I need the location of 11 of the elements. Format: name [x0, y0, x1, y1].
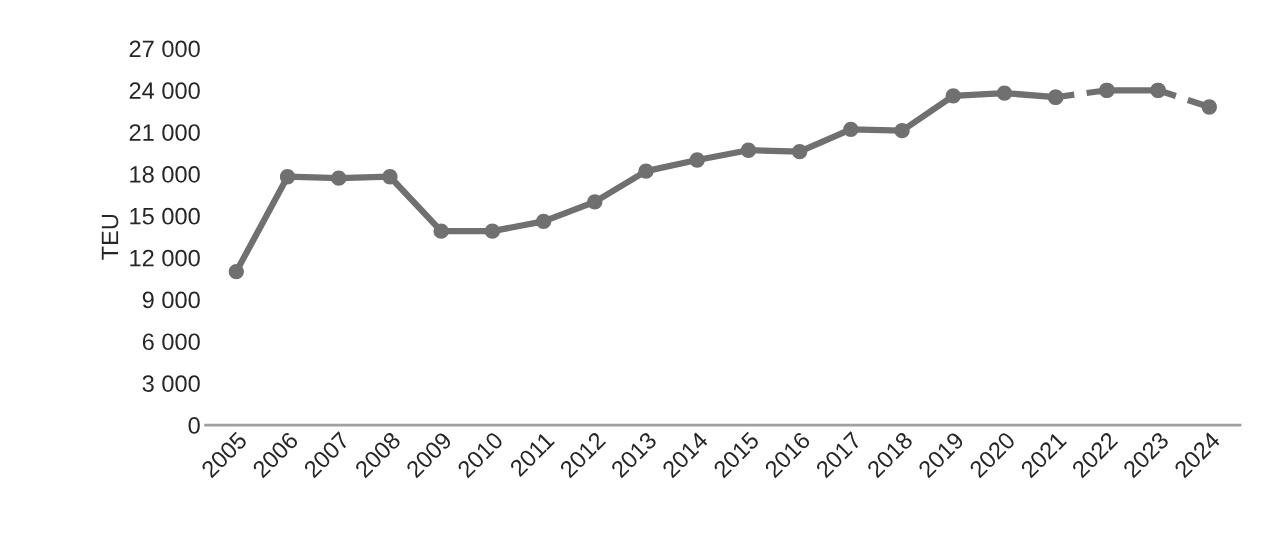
y-tick-label: 21 000	[129, 124, 200, 141]
y-axis-title: TEU	[101, 214, 119, 260]
y-tick-label: 18 000	[130, 166, 200, 183]
y-tick-label: 3 000	[142, 375, 200, 392]
y-tick-label: 27 000	[129, 40, 200, 58]
y-tick-label: 24 000	[129, 82, 200, 100]
y-tick-label: 15 000	[130, 207, 200, 225]
y-tick-label: 0	[188, 417, 200, 434]
y-tick-label: 12 000	[130, 249, 200, 267]
y-tick-label: 6 000	[142, 333, 200, 351]
y-tick-label: 9 000	[142, 291, 200, 309]
